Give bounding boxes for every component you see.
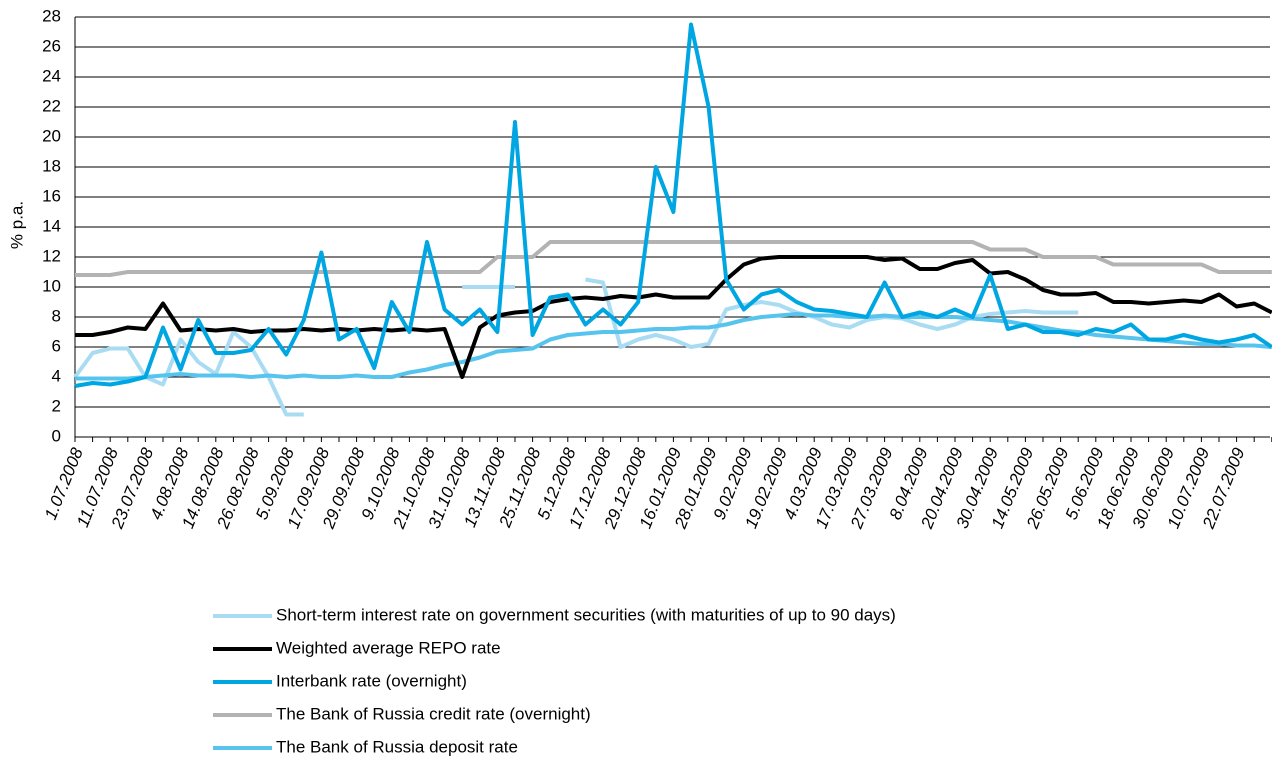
y-tick-label: 4 [52,366,61,385]
y-tick-label: 12 [42,246,61,265]
y-tick-label: 18 [42,156,61,175]
series-line [73,277,1079,417]
y-tick-label: 2 [52,396,61,415]
y-tick-label: 0 [52,426,61,445]
y-tick-label: 10 [42,276,61,295]
legend-label: Interbank rate (overnight) [276,671,467,690]
y-tick-label: 20 [42,126,61,145]
series-line [75,312,1272,381]
y-tick-label: 14 [42,216,61,235]
series-line [75,240,1272,277]
y-tick-label: 6 [52,336,61,355]
legend-label: The Bank of Russia deposit rate [276,737,518,756]
series-line [74,22,1272,388]
legend-label: Short-term interest rate on government s… [276,605,896,624]
y-tick-label: 22 [42,96,61,115]
legend-label: The Bank of Russia credit rate (overnigh… [276,704,591,723]
y-tick-label: 8 [52,306,61,325]
legend-label: Weighted average REPO rate [276,638,501,657]
y-tick-label: 16 [42,186,61,205]
y-axis-label: % p.a. [7,201,26,249]
y-tick-label: 26 [42,36,61,55]
series-line [75,255,1272,379]
y-tick-label: 28 [42,6,61,25]
y-tick-label: 24 [42,66,61,85]
